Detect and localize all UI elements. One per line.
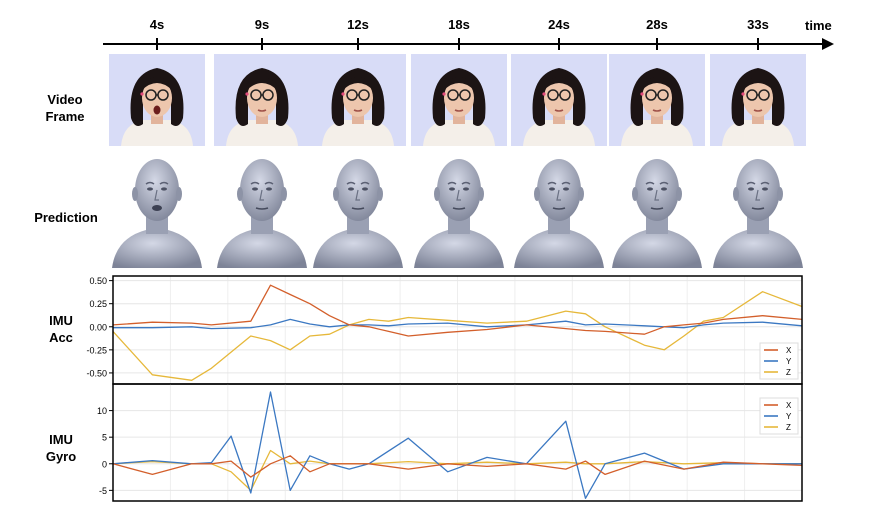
- chart-frame: [112, 275, 803, 385]
- series-line-z: [112, 291, 803, 381]
- y-tick-label: 0.25: [89, 299, 107, 309]
- video-frame-thumbnail: [511, 54, 607, 146]
- predicted-head-mesh: [512, 150, 606, 270]
- series-line-x: [112, 455, 803, 478]
- predicted-head-mesh: [311, 150, 405, 270]
- row-label-gyro-line1: IMU: [49, 432, 73, 447]
- row-label-prediction: Prediction: [34, 210, 98, 225]
- timeline-tick-label: 9s: [254, 17, 270, 32]
- legend-label-x: X: [786, 346, 792, 355]
- row-label-imu-acc: IMU Acc: [26, 312, 96, 346]
- predicted-head-mesh: [711, 150, 805, 270]
- y-tick-label: 10: [97, 406, 107, 416]
- video-frame-thumbnail: [214, 54, 310, 146]
- video-frame-thumbnail: [310, 54, 406, 146]
- timeline-tick-label: 12s: [347, 17, 369, 32]
- predicted-head-mesh: [412, 150, 506, 270]
- y-tick-label: 0: [102, 459, 107, 469]
- predicted-head-mesh: [610, 150, 704, 270]
- timeline-tick-label: 33s: [747, 17, 769, 32]
- legend-label-z: Z: [786, 423, 791, 432]
- series-line-x: [112, 284, 803, 337]
- timeline-axis-label: time: [805, 18, 832, 33]
- row-label-gyro-line2: Gyro: [45, 449, 77, 464]
- chart-legend: XYZ: [759, 397, 799, 435]
- legend-box: [759, 342, 799, 380]
- timeline-axis: [103, 38, 834, 50]
- chart-legend: XYZ: [759, 342, 799, 380]
- timeline-tick-label: 24s: [548, 17, 570, 32]
- legend-label-x: X: [786, 401, 792, 410]
- timeline-tick-label: 18s: [448, 17, 470, 32]
- legend-label-y: Y: [786, 412, 792, 421]
- series-line-y: [112, 391, 802, 499]
- row-label-video-frame: Video Frame: [30, 91, 100, 125]
- row-label-imu-gyro: IMU Gyro: [26, 431, 96, 465]
- chart-frame: [112, 383, 803, 502]
- video-frame-thumbnail: [109, 54, 205, 146]
- row-label-acc-line2: Acc: [49, 330, 73, 345]
- timeline-tick-label: 4s: [149, 17, 165, 32]
- y-tick-label: -5: [99, 486, 107, 496]
- video-frame-thumbnail: [609, 54, 705, 146]
- y-tick-label: -0.25: [86, 345, 107, 355]
- legend-box: [759, 397, 799, 435]
- y-tick-label: 5: [102, 433, 107, 443]
- timeline-arrowhead: [822, 38, 834, 50]
- video-frame-thumbnail: [411, 54, 507, 146]
- series-line-y: [113, 318, 803, 330]
- imu-gyro-panel: 10 5 0 -5 XYZ: [97, 383, 803, 502]
- timeline-tick-label: 28s: [646, 17, 668, 32]
- series-line-z: [112, 449, 802, 492]
- y-tick-label: 0.50: [89, 276, 107, 286]
- row-label-video-line1: Video: [47, 92, 83, 107]
- predicted-head-mesh: [110, 150, 204, 270]
- row-label-video-line2: Frame: [45, 109, 85, 124]
- row-label-acc-line1: IMU: [49, 313, 73, 328]
- y-tick-label: -0.50: [86, 368, 107, 378]
- legend-label-z: Z: [786, 368, 791, 377]
- predicted-head-mesh: [215, 150, 309, 270]
- legend-label-y: Y: [786, 357, 792, 366]
- video-frame-thumbnail: [710, 54, 806, 146]
